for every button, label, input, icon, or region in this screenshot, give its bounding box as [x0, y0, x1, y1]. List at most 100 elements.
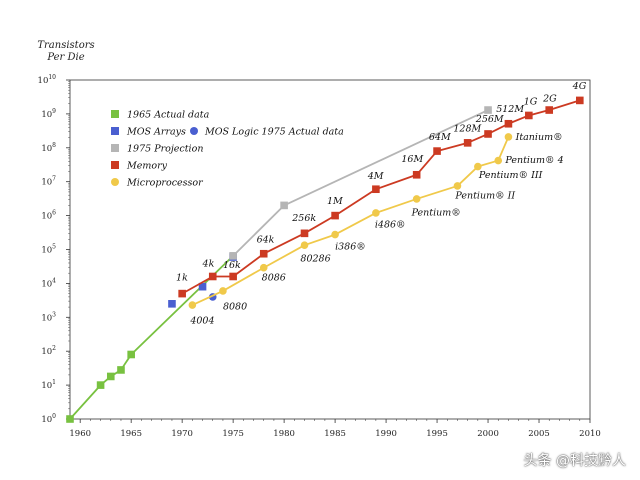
series-layer [66, 96, 584, 423]
annotation-label: 16k [223, 260, 241, 271]
data-point-microprocessor [494, 156, 503, 165]
annotation-label: 128M [453, 124, 481, 135]
series-line-microprocessor [191, 136, 510, 306]
annotation-label: 512M [496, 104, 524, 115]
y-tick-label: 108 [41, 142, 56, 154]
data-point-memory [412, 170, 421, 179]
legend-label: Microprocessor [126, 178, 204, 189]
data-point-microprocessor [188, 301, 197, 309]
y-tick-label: 105 [41, 244, 56, 256]
data-point-memory [484, 130, 492, 138]
x-tick-label: 2000 [477, 429, 499, 439]
data-point-actual1965 [66, 415, 74, 423]
x-tick-label: 1965 [120, 429, 142, 439]
annotation-label: i386® [335, 242, 366, 253]
y-tick-label: 1010 [38, 74, 57, 86]
x-tick-label: 1960 [69, 429, 91, 439]
annotation-label: 4004 [189, 316, 214, 327]
data-point-memory [331, 211, 339, 220]
data-point-memory [300, 229, 309, 238]
annotation-label: Pentium® [411, 208, 461, 219]
data-point-microprocessor [259, 263, 268, 272]
legend-marker [190, 127, 198, 135]
axes: 1960 1965 1970 1975 1980 1985 1990 1995 2000 2005… [38, 74, 601, 439]
data-point-memory [178, 289, 186, 298]
y-tick-label: 109 [41, 108, 56, 120]
x-tick-label: 2005 [528, 429, 550, 439]
data-point-memory [433, 147, 441, 155]
legend-marker [111, 178, 119, 186]
annotation-label: 256k [291, 213, 316, 224]
legend-label: MOS Logic 1975 Actual data [204, 127, 344, 138]
data-point-actual1965 [96, 381, 105, 389]
annotation-label: 4M [367, 171, 384, 182]
watermark: 头条 @科技黔人 [523, 453, 626, 469]
annotation-label: Pentium® 4 [504, 155, 563, 166]
annotation-label: 1M [327, 196, 343, 207]
y-axis-title-line1: Transistors [37, 40, 95, 51]
data-point-microprocessor [372, 209, 380, 217]
legend-label: MOS Arrays [126, 127, 186, 138]
data-point-projection1975 [229, 252, 237, 260]
annotation-label: 1G [524, 96, 538, 107]
data-point-projection1975 [484, 106, 492, 114]
y-axis-title-line2: Per Die [47, 52, 85, 63]
data-point-memory [259, 249, 268, 258]
legend-marker [111, 110, 119, 118]
x-tick-label: 1990 [375, 429, 397, 439]
data-point-microprocessor [300, 241, 309, 249]
series-line-trend1965 [130, 255, 234, 356]
annotation-label: 2G [542, 94, 557, 105]
data-point-microprocessor [453, 182, 462, 190]
y-tick-label: 101 [41, 379, 56, 391]
legend-label: Memory [126, 161, 168, 172]
annotation-label: 4k [202, 258, 215, 269]
annotation-label: i486® [375, 220, 406, 231]
legend: 1965 Actual data MOS Arrays MOS Logic 1975… [111, 110, 344, 189]
data-point-microprocessor [504, 133, 513, 141]
annotation-label: 4G [572, 81, 587, 92]
x-tick-label: 1980 [273, 429, 295, 439]
data-point-microprocessor [412, 195, 421, 203]
data-point-microprocessor [474, 162, 482, 171]
y-tick-label: 103 [41, 311, 56, 323]
y-tick-label: 104 [41, 277, 56, 289]
annotation-label: 1k [176, 273, 188, 284]
annotation-label: Itanium® [515, 132, 563, 143]
annotation-label: 16M [401, 154, 423, 165]
legend-label: 1975 Projection [127, 144, 203, 155]
x-tick-label: 1975 [222, 429, 244, 439]
annotation-label: Pentium® III [478, 170, 543, 181]
legend-marker [111, 144, 119, 152]
data-point-memory [504, 119, 513, 128]
legend-label: 1965 Actual data [127, 110, 210, 121]
y-tick-label: 107 [41, 176, 56, 188]
legend-marker [111, 127, 119, 135]
data-point-memory [229, 272, 237, 281]
data-point-memory [372, 185, 380, 194]
annotation-label: 64M [429, 132, 451, 143]
data-point-memory [463, 139, 472, 147]
data-point-actual1965 [117, 366, 125, 374]
x-tick-label: 2010 [579, 429, 601, 439]
annotation-label: Pentium® II [454, 190, 515, 201]
x-tick-label: 1985 [324, 429, 346, 439]
annotation-label: 80286 [300, 253, 330, 264]
y-tick-label: 106 [41, 210, 56, 222]
annotation-label: 8086 [262, 273, 286, 284]
data-point-memory [545, 106, 554, 114]
data-point-microprocessor [331, 230, 339, 239]
annotation-label: 8080 [223, 301, 247, 312]
annotation-label: 256M [475, 114, 504, 125]
data-point-mos_arrays [168, 300, 176, 308]
y-tick-label: 100 [41, 413, 56, 425]
annotation-label: 64k [257, 235, 275, 246]
x-tick-label: 1970 [171, 429, 193, 439]
x-tick-label: 1995 [426, 429, 448, 439]
data-point-mos_arrays [198, 282, 207, 291]
data-point-projection1975 [280, 201, 288, 210]
y-tick-label: 102 [41, 345, 56, 357]
data-point-memory [525, 111, 533, 120]
